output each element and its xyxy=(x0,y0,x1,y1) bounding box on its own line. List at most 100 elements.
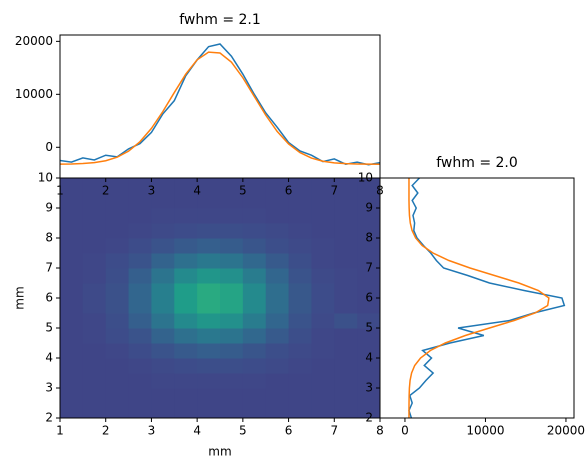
y-tick-label: 20000 xyxy=(15,34,53,48)
heatmap-cell xyxy=(311,388,335,404)
heatmap-cell xyxy=(311,223,335,239)
heatmap-cell xyxy=(288,298,312,314)
y-tick-label: 6 xyxy=(45,291,53,305)
axes-title: fwhm = 2.1 xyxy=(179,12,261,28)
heatmap-cell xyxy=(265,403,290,419)
x-tick-label: 4 xyxy=(193,184,201,198)
heatmap-cell xyxy=(357,268,381,284)
heatmap-cell xyxy=(242,253,267,269)
heatmap-cell xyxy=(334,283,358,299)
heatmap-cell xyxy=(105,283,130,299)
heatmap-cell xyxy=(174,403,198,419)
heatmap-cell xyxy=(311,268,335,284)
heatmap-cell xyxy=(105,223,130,239)
heatmap-cell xyxy=(334,208,358,224)
heatmap-cell xyxy=(311,193,335,209)
heatmap-cell xyxy=(220,328,244,344)
heatmap-cell xyxy=(311,298,335,314)
heatmap-cell xyxy=(334,358,358,374)
heatmap-cell xyxy=(265,178,290,194)
heatmap-cell xyxy=(288,403,312,419)
heatmap-cell xyxy=(197,193,221,209)
x-tick-label: 6 xyxy=(285,184,293,198)
heatmap-cell xyxy=(105,403,130,419)
heatmap-cell xyxy=(220,238,244,254)
y-tick-label: 2 xyxy=(45,411,53,425)
heatmap-cell xyxy=(311,313,335,329)
y-tick-label: 9 xyxy=(365,201,373,215)
heatmap-cell xyxy=(197,178,221,194)
heatmap-cell xyxy=(128,208,152,224)
heatmap-cell xyxy=(220,283,244,299)
heatmap-cell xyxy=(288,328,312,344)
heatmap-cell xyxy=(242,358,267,374)
heatmap-cell xyxy=(128,313,152,329)
heatmap-cell xyxy=(105,208,130,224)
heatmap-cell xyxy=(220,223,244,239)
heatmap-cell xyxy=(357,223,381,239)
heatmap-cell xyxy=(242,388,267,404)
heatmap-cell xyxy=(82,178,107,194)
heatmap-cell xyxy=(265,328,290,344)
heatmap-cell xyxy=(265,343,290,359)
heatmap-cell xyxy=(311,358,335,374)
x-tick-label: 0 xyxy=(401,424,409,438)
heatmap-cell xyxy=(60,283,84,299)
heatmap-cell xyxy=(105,193,130,209)
heatmap-cell xyxy=(357,388,381,404)
heatmap-cell xyxy=(151,223,175,239)
y-axis-label: mm xyxy=(13,286,27,309)
heatmap-cell xyxy=(265,358,290,374)
heatmap-cell xyxy=(334,373,358,389)
heatmap-cell xyxy=(105,358,130,374)
heatmap-cell xyxy=(128,373,152,389)
heatmap-cell xyxy=(357,208,381,224)
heatmap-cell xyxy=(128,328,152,344)
heatmap-cell xyxy=(128,253,152,269)
heatmap-cell xyxy=(288,193,312,209)
heatmap-cell xyxy=(242,343,267,359)
y-tick-label: 3 xyxy=(365,381,373,395)
x-tick-label: 2 xyxy=(102,184,110,198)
heatmap-cell xyxy=(311,178,335,194)
heatmap-cell xyxy=(220,208,244,224)
heatmap-cell xyxy=(311,208,335,224)
x-tick-label: 2 xyxy=(102,424,110,438)
x-tick-label: 4 xyxy=(193,424,201,438)
x-tick-label: 1 xyxy=(56,424,64,438)
heatmap-cell xyxy=(174,343,198,359)
heatmap-cell xyxy=(82,208,107,224)
heatmap-cell xyxy=(334,298,358,314)
heatmap-cell xyxy=(82,313,107,329)
heatmap-cell xyxy=(128,223,152,239)
x-tick-label: 3 xyxy=(148,184,156,198)
heatmap-cell xyxy=(174,268,198,284)
heatmap-cell xyxy=(105,388,130,404)
heatmap-cell xyxy=(60,373,84,389)
x-tick-label: 8 xyxy=(376,424,384,438)
heatmap-cell xyxy=(105,178,130,194)
heatmap-cell xyxy=(220,268,244,284)
x-tick-label: 6 xyxy=(285,424,293,438)
y-tick-label: 6 xyxy=(365,291,373,305)
heatmap-cell xyxy=(311,328,335,344)
heatmap-cell xyxy=(311,403,335,419)
y-tick-label: 7 xyxy=(365,261,373,275)
y-tick-label: 0 xyxy=(45,140,53,154)
heatmap-cell xyxy=(128,388,152,404)
heatmap-cell xyxy=(151,178,175,194)
heatmap-cell xyxy=(311,283,335,299)
heatmap-cell xyxy=(128,358,152,374)
heatmap-cell xyxy=(357,178,381,194)
heatmap-cell xyxy=(220,313,244,329)
heatmap-cell xyxy=(220,253,244,269)
heatmap-cell xyxy=(197,328,221,344)
heatmap-cell xyxy=(105,298,130,314)
heatmap-cell xyxy=(60,328,84,344)
profile-line xyxy=(59,43,381,166)
heatmap-cell xyxy=(242,328,267,344)
x-tick-label: 1 xyxy=(56,184,64,198)
heatmap-cell xyxy=(60,268,84,284)
x-tick-label: 5 xyxy=(239,184,247,198)
